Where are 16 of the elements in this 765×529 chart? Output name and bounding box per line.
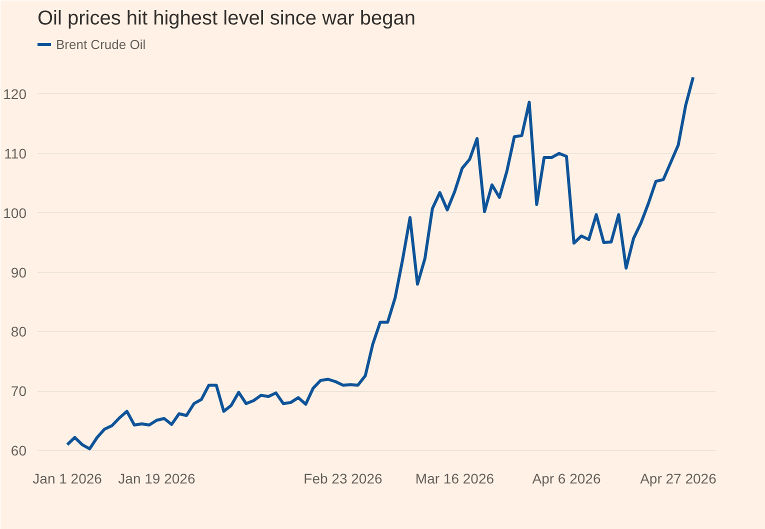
x-tick-label: Apr 27 2026: [640, 470, 717, 486]
y-tick-label: 90: [10, 264, 27, 280]
y-tick-label: 60: [10, 442, 27, 459]
line-series: [66, 76, 695, 450]
y-tick-label: 80: [10, 324, 27, 340]
chart-title: Oil prices hit highest level since war began: [38, 8, 416, 30]
x-tick-label: Feb 23 2026: [304, 470, 382, 486]
y-tick-label: 100: [3, 204, 27, 221]
x-tick-label: Mar 16 2026: [415, 470, 494, 486]
y-tick-label: 120: [3, 86, 27, 102]
x-tick-label: Jan 1 2026: [32, 470, 102, 486]
x-tick-label: Apr 6 2026: [532, 470, 601, 486]
text: Brent Crude Oil: [56, 36, 146, 52]
x-tick-label: Jan 19 2026: [118, 470, 196, 486]
y-tick-label: 110: [4, 145, 27, 162]
y-tick-label: 70: [10, 383, 27, 400]
